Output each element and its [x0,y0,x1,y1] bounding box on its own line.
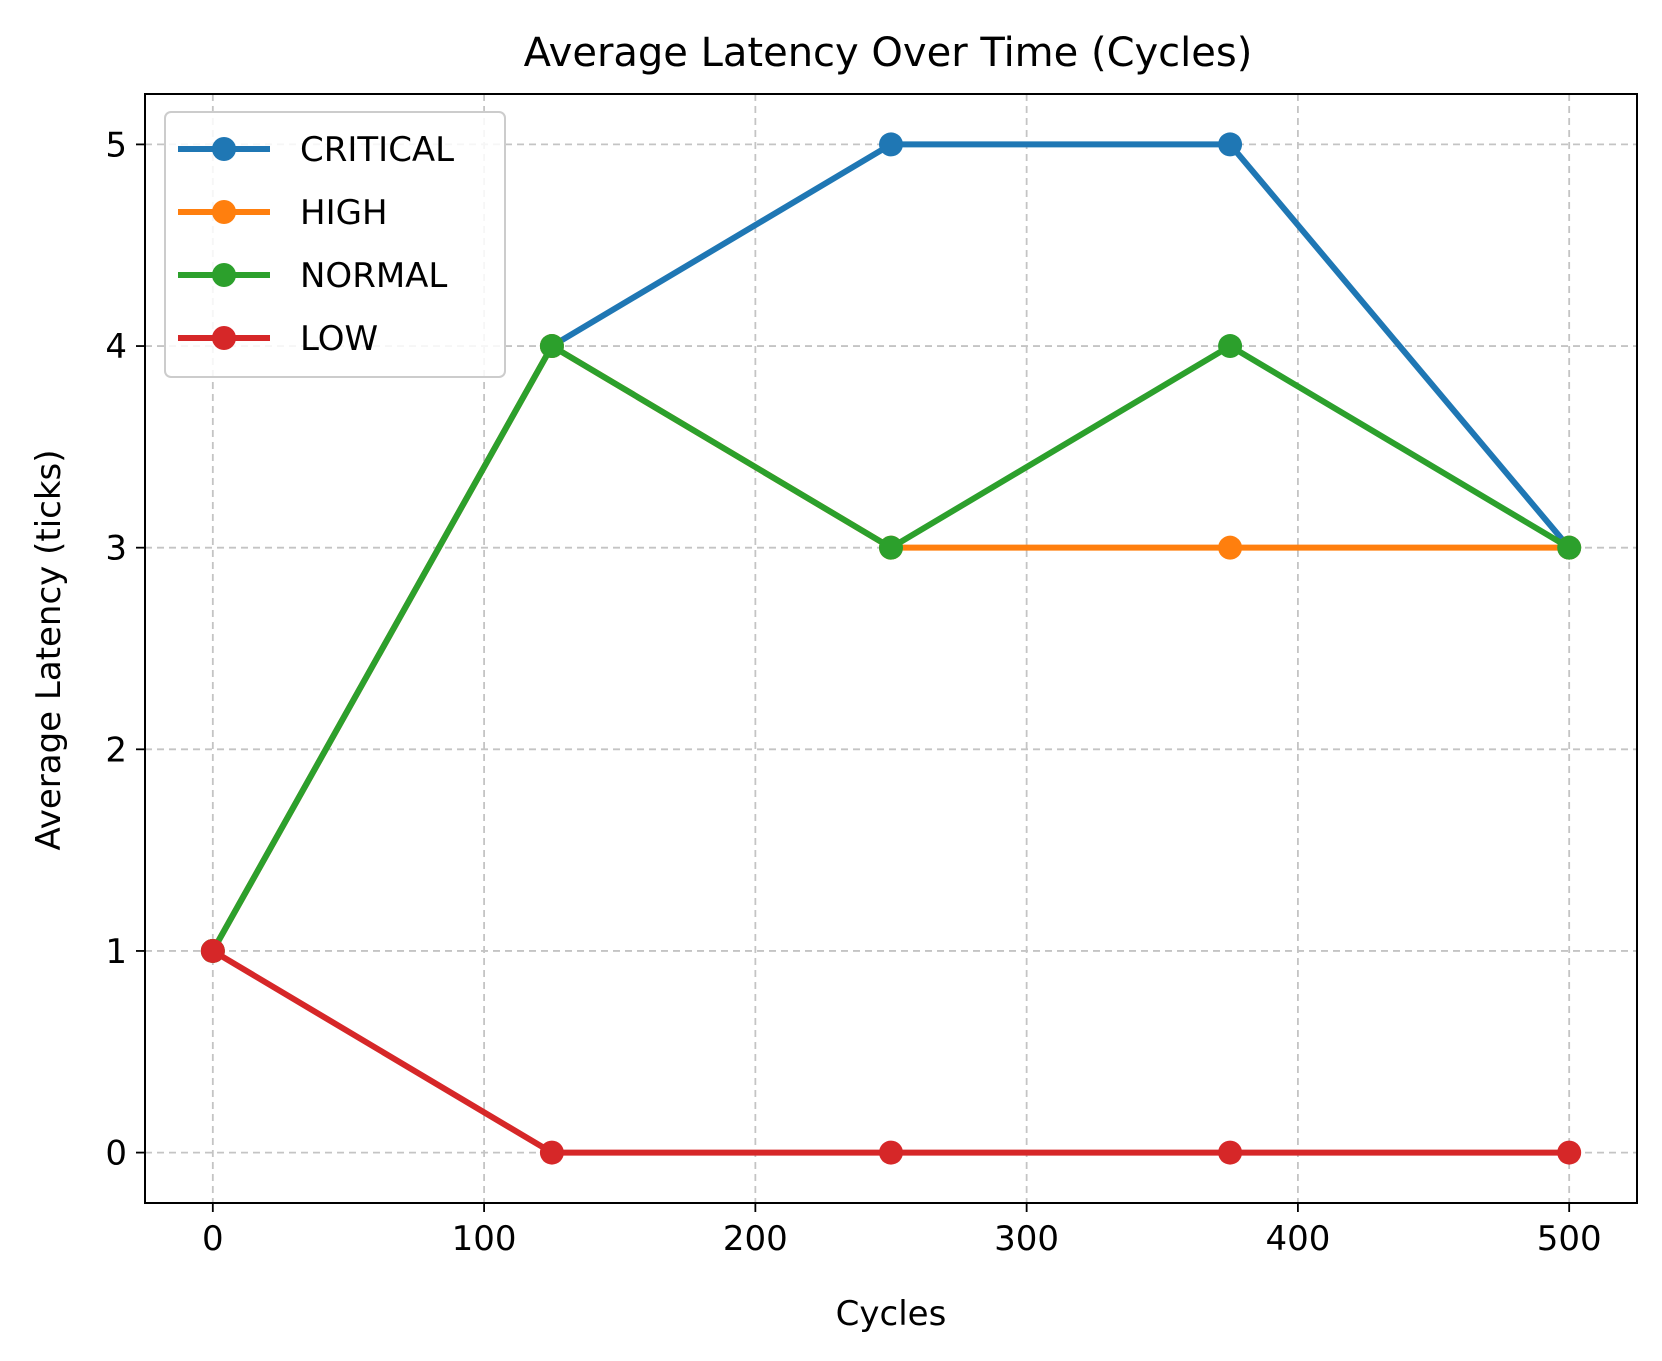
y-axis-ticks: 0 1 2 3 4 5 [105,125,145,1174]
data-point-critical [1218,132,1243,157]
chart-title: Average Latency Over Time (Cycles) [524,30,1253,76]
x-axis-ticks: 0 100 200 300 400 500 [202,1203,1602,1259]
legend-marker-critical [212,137,236,161]
axes-frame [144,93,1638,1204]
data-point-low [1218,1140,1243,1165]
data-point-low [1557,1140,1582,1165]
x-tick-label: 100 [452,1219,517,1259]
x-tick-label: 200 [723,1219,788,1259]
y-axis-label: Average Latency (ticks) [29,449,69,850]
y-tick-label: 0 [105,1134,127,1174]
legend-entry-normal: NORMAL [178,256,447,296]
y-tick-label: 1 [105,932,127,972]
x-axis-label: Cycles [836,1294,947,1334]
legend: CRITICAL HIGH NORMAL LOW [164,111,506,378]
series-layer [200,132,1582,1165]
y-tick-label: 3 [105,529,127,569]
legend-entry-critical: CRITICAL [178,130,454,170]
data-point-normal [879,535,903,560]
series-low [200,938,1582,1165]
legend-marker-normal [212,263,236,287]
data-point-normal [539,334,564,359]
data-point-normal [1557,535,1582,560]
legend-entry-low: LOW [178,319,378,359]
legend-label-low: LOW [300,319,378,359]
legend-marker-high [212,200,236,224]
legend-label-critical: CRITICAL [300,130,454,170]
data-point-normal [1218,334,1243,359]
x-tick-label: 0 [202,1219,224,1259]
y-tick-label: 5 [105,125,127,165]
legend-frame [164,111,506,378]
x-tick-label: 300 [994,1219,1059,1259]
x-tick-label: 400 [1265,1219,1330,1259]
y-tick-label: 2 [105,730,127,770]
data-point-low [200,938,225,963]
data-point-high [1218,535,1243,560]
legend-entry-high: HIGH [178,193,388,233]
legend-label-high: HIGH [300,193,388,233]
legend-label-normal: NORMAL [300,256,447,296]
legend-marker-low [212,326,236,350]
data-point-critical [879,132,903,157]
data-point-low [539,1140,564,1165]
x-tick-label: 500 [1537,1219,1602,1259]
y-tick-label: 4 [105,327,127,367]
data-point-low [879,1140,903,1165]
